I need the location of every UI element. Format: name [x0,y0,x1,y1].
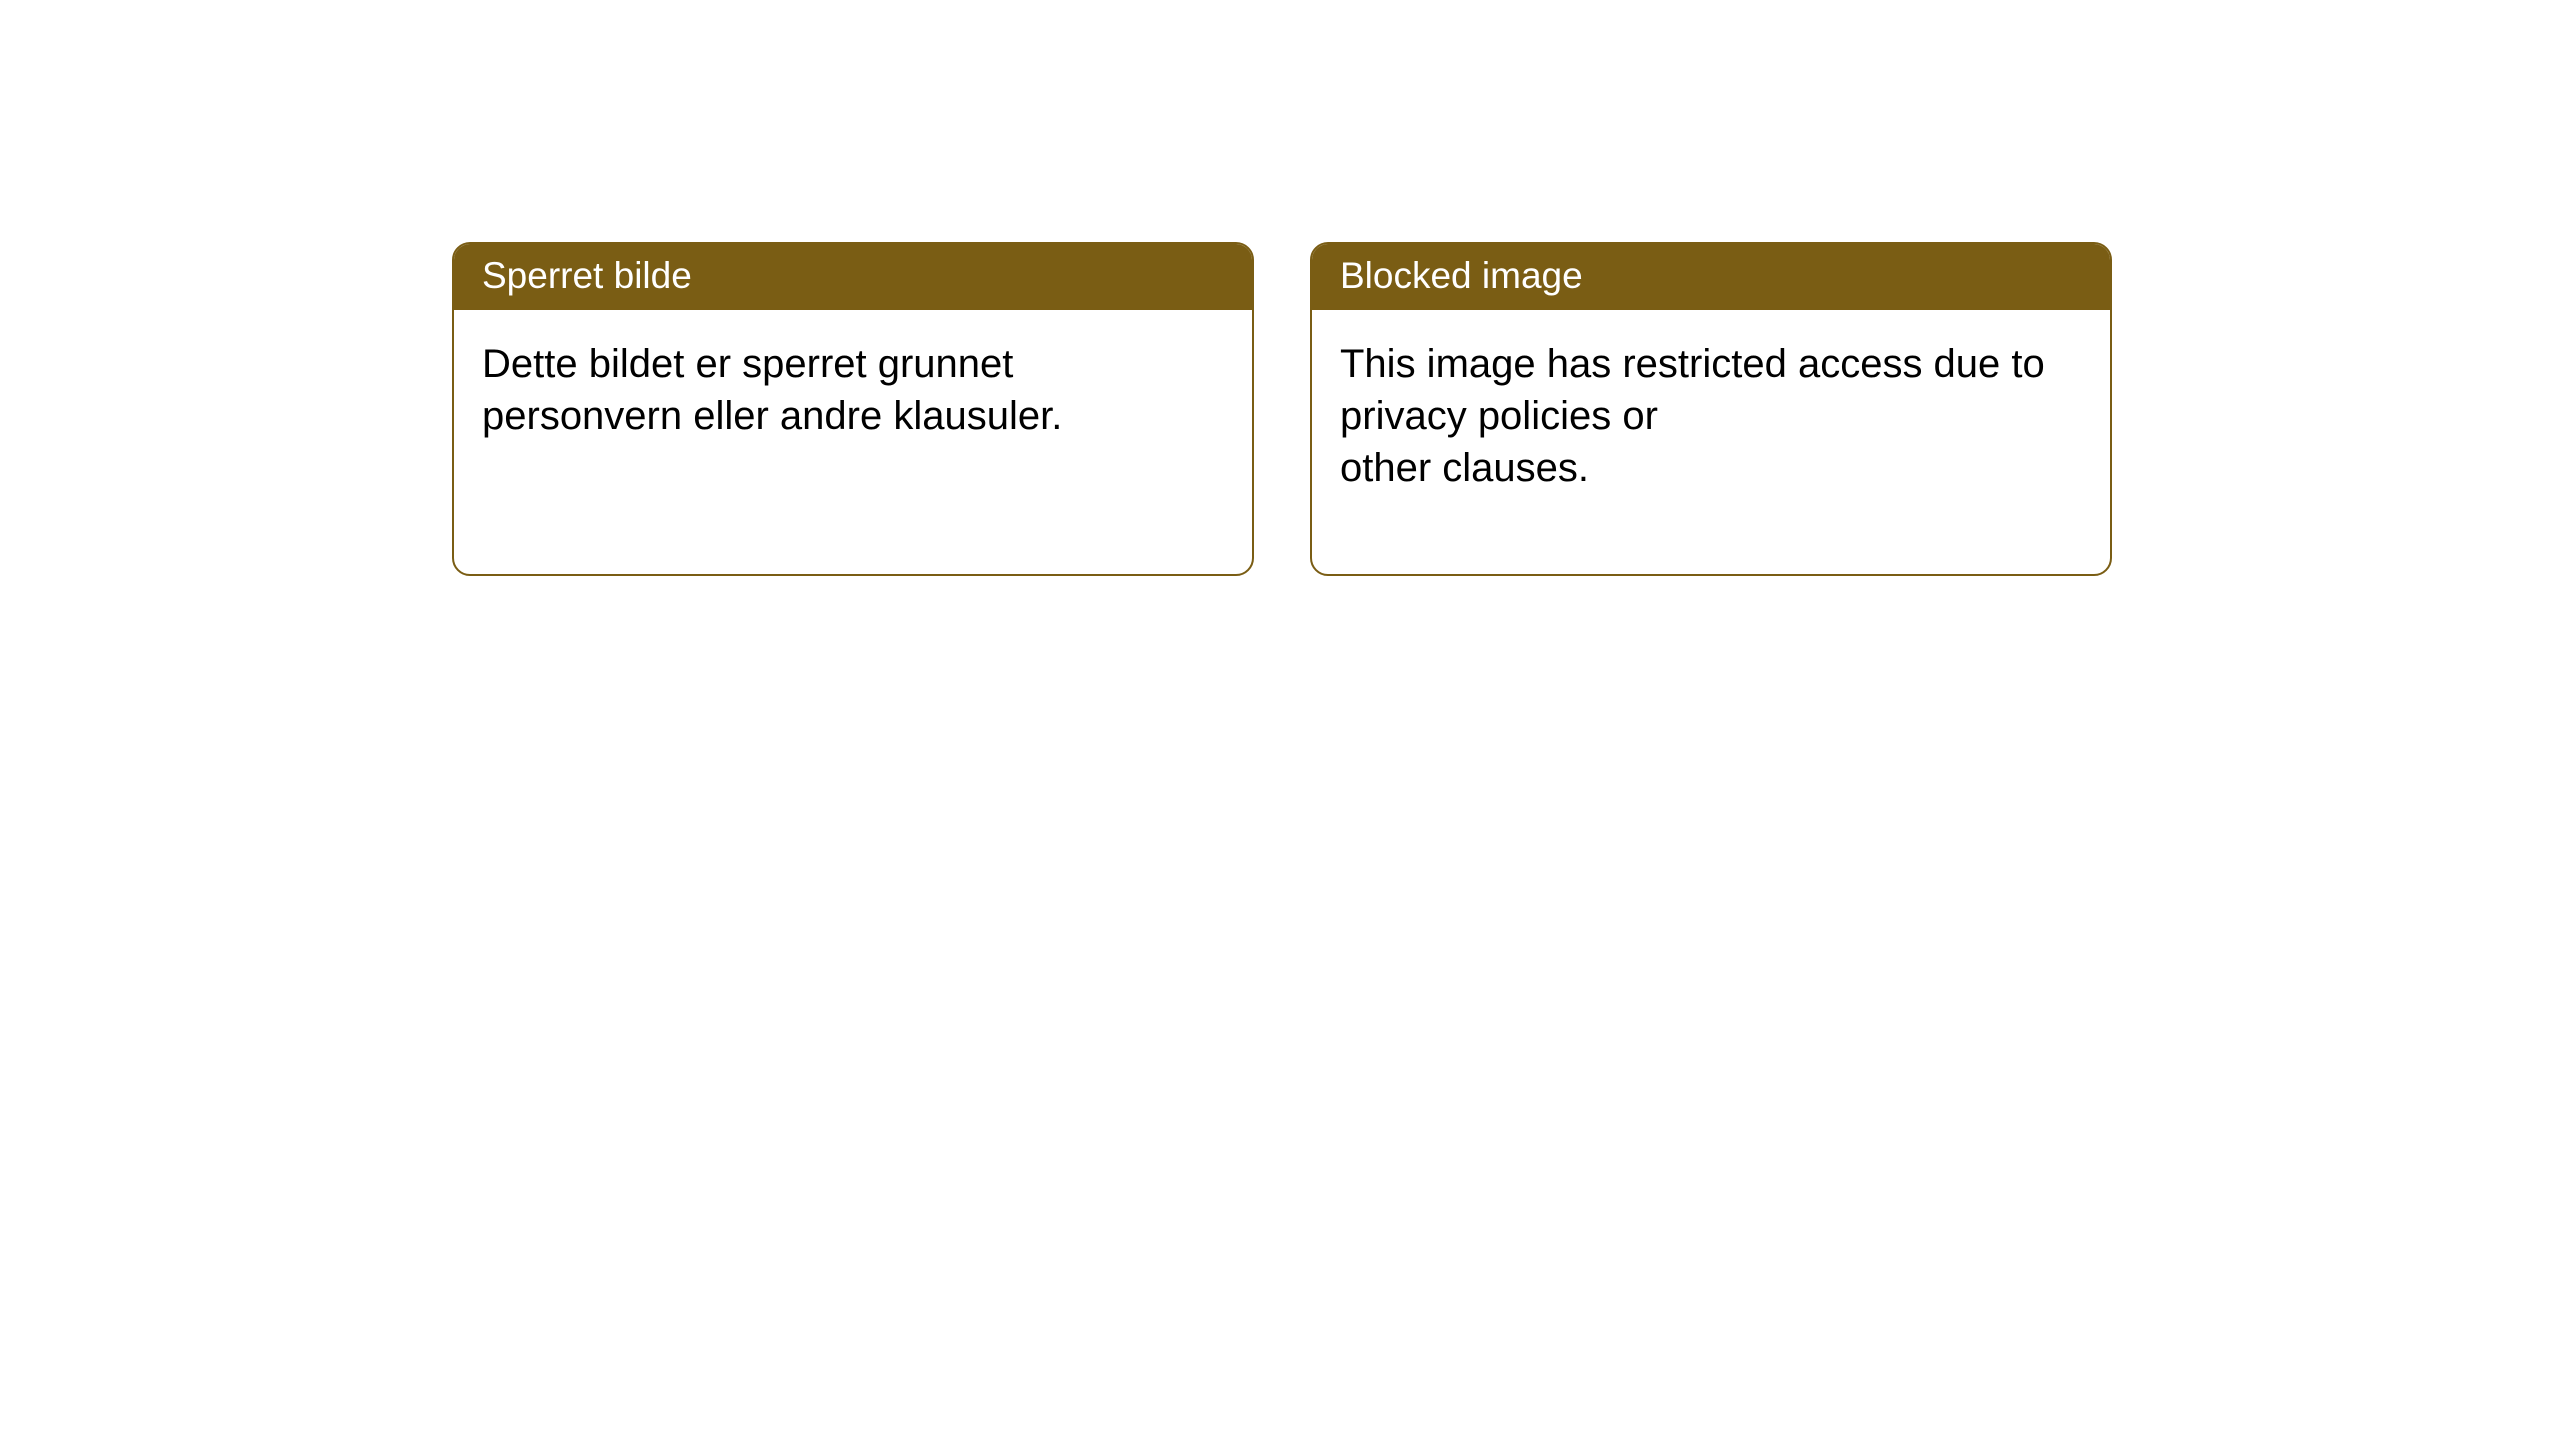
card-header-no: Sperret bilde [454,244,1252,310]
notice-container: Sperret bilde Dette bildet er sperret gr… [452,242,2112,576]
blocked-image-card-en: Blocked image This image has restricted … [1310,242,2112,576]
blocked-image-card-no: Sperret bilde Dette bildet er sperret gr… [452,242,1254,576]
card-body-no: Dette bildet er sperret grunnet personve… [454,310,1252,522]
card-body-en: This image has restricted access due to … [1312,310,2110,574]
card-header-en: Blocked image [1312,244,2110,310]
